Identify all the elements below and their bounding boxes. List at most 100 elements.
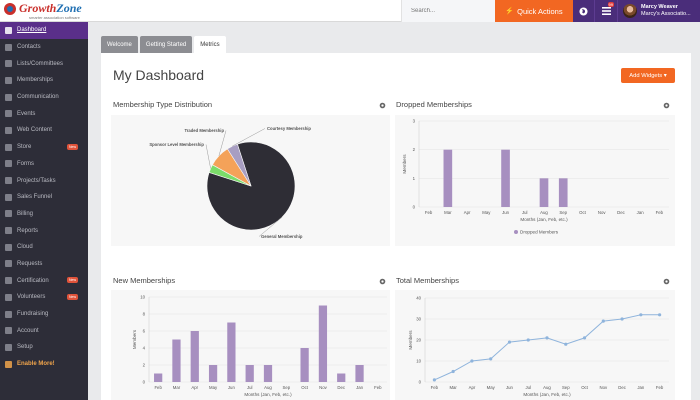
sidebar-item-billing[interactable]: Billing (0, 206, 88, 223)
dashboard-panel: My Dashboard Add Widgets ▾ Membership Ty… (101, 53, 691, 400)
globe-button[interactable] (573, 0, 595, 22)
tab-metrics[interactable]: Metrics (194, 36, 226, 53)
sidebar-item-forms[interactable]: Forms (0, 156, 88, 173)
sidebar-item-store[interactable]: Store New (0, 139, 88, 156)
sidebar-item-fundraising[interactable]: Fundraising (0, 306, 88, 323)
sidebar-item-lists-committees[interactable]: Lists/Committees (0, 55, 88, 72)
x-tick-label: Feb (656, 210, 664, 215)
y-tick-label: 6 (143, 329, 146, 334)
user-menu[interactable]: Marcy Weaver Marcy's Associatio... (618, 0, 700, 22)
dropped-memberships-chart: 0 1 2 3 Feb Mar Apr May Jun Jul Aug Sep Oct Nov Dec Jan… (402, 119, 669, 235)
sidebar-item-events[interactable]: Events (0, 105, 88, 122)
logo[interactable]: GrowthZone smarter association software (3, 2, 87, 20)
sidebar-item-memberships[interactable]: Memberships (0, 72, 88, 89)
sidebar-item-label: Forms (17, 160, 34, 167)
bar (539, 178, 549, 207)
y-tick-label: 2 (413, 147, 416, 152)
x-tick-label: Jan (637, 385, 645, 390)
sidebar-item-sales-funnel[interactable]: Sales Funnel (0, 189, 88, 206)
sidebar-item-web-content[interactable]: Web Content (0, 122, 88, 139)
sidebar-item-certification[interactable]: Certification New (0, 272, 88, 289)
y-tick-label: 40 (416, 296, 421, 301)
sidebar-item-label: Store (17, 144, 32, 151)
logo-text: GrowthZone (19, 2, 82, 14)
tab-getting-started[interactable]: Getting Started (139, 36, 193, 53)
dropped-chart-area: 0 1 2 3 Feb Mar Apr May Jun Jul Aug Sep Oct Nov Dec Jan… (395, 115, 675, 246)
gear-icon[interactable] (379, 102, 386, 109)
sidebar-item-account[interactable]: Account (0, 322, 88, 339)
envelope-icon (5, 93, 12, 101)
data-point (526, 338, 530, 342)
sidebar-item-label: Cloud (17, 244, 33, 251)
bar (190, 331, 199, 382)
sidebar-item-label: Fundraising (17, 311, 49, 318)
add-widgets-button[interactable]: Add Widgets ▾ (621, 68, 675, 83)
bar (501, 149, 510, 207)
sidebar-item-label: Sales Funnel (17, 194, 53, 201)
pie-label-leader (232, 128, 266, 147)
y-tick-label: 0 (419, 380, 422, 385)
legend-label: Dropped Members (520, 230, 559, 235)
bar (245, 365, 254, 382)
x-tick-label: Nov (598, 210, 606, 215)
x-tick-label: Jul (522, 210, 528, 215)
x-tick-label: Apr (464, 210, 471, 215)
widget-title-new: New Memberships (113, 276, 176, 285)
pie-slice-label: Traded Membership (184, 128, 224, 133)
sidebar-item-volunteers[interactable]: Volunteers New (0, 289, 88, 306)
tab-welcome[interactable]: Welcome (101, 36, 138, 53)
sidebar-item-communication[interactable]: Communication (0, 89, 88, 106)
gear-icon[interactable] (663, 278, 670, 285)
bolt-icon: ⚡ (505, 8, 515, 15)
series-line (434, 314, 660, 381)
x-axis-label: Months (Jan, Feb, etc.) (520, 217, 568, 222)
x-tick-label: Oct (301, 385, 308, 390)
top-bar: GrowthZone smarter association software … (0, 0, 700, 22)
new-chart-area: 0 2 4 6 8 10 Feb Mar Apr May Jun Jul Aug Sep Oct Nov Dec… (111, 290, 390, 400)
sidebar-item-label: Contacts (17, 44, 41, 51)
user-text: Marcy Weaver Marcy's Associatio... (641, 4, 691, 18)
sidebar-item-label: Enable More! (17, 361, 55, 368)
quick-actions-button[interactable]: ⚡ Quick Actions (495, 0, 573, 22)
total-memberships-chart: 0 10 20 30 40 Feb Mar Apr May Jun Jul Aug Sep Oct Nov D… (408, 296, 669, 397)
y-tick-label: 20 (416, 338, 421, 343)
x-tick-label: Feb (431, 385, 439, 390)
sidebar-item-cloud[interactable]: Cloud (0, 239, 88, 256)
new-badge: New (67, 143, 79, 150)
x-tick-label: Aug (264, 385, 272, 390)
sidebar-item-reports[interactable]: Reports (0, 222, 88, 239)
notifications-button[interactable]: 99 (595, 0, 618, 22)
y-tick-label: 1 (413, 176, 416, 181)
sidebar-item-label: Web Content (17, 127, 52, 134)
cloud-icon (5, 243, 12, 251)
sidebar-item-requests[interactable]: Requests (0, 256, 88, 273)
sidebar-item-label: Requests (17, 260, 43, 267)
data-point (489, 357, 493, 361)
user-org: Marcy's Associatio... (641, 11, 691, 17)
sidebar-item-enable-more[interactable]: Enable More! (0, 356, 88, 373)
new-badge: New (67, 277, 79, 284)
x-axis-label: Months (Jan, Feb, etc.) (244, 392, 292, 397)
sidebar-item-contacts[interactable]: Contacts (0, 39, 88, 56)
gear-icon[interactable] (663, 102, 670, 109)
sidebar-item-dashboard[interactable]: Dashboard (0, 22, 88, 39)
new-memberships-chart: 0 2 4 6 8 10 Feb Mar Apr May Jun Jul Aug Sep Oct Nov Dec… (132, 295, 387, 397)
x-tick-label: Aug (543, 385, 551, 390)
x-tick-label: Mar (444, 210, 452, 215)
x-tick-label: May (487, 385, 496, 390)
sidebar-item-setup[interactable]: Setup (0, 339, 88, 356)
sidebar-item-projects-tasks[interactable]: Projects/Tasks (0, 172, 88, 189)
pie-label-leader (205, 144, 211, 169)
x-tick-label: Sep (282, 385, 290, 390)
search-box[interactable] (401, 0, 495, 22)
gear-icon[interactable] (379, 278, 386, 285)
x-tick-label: Dec (617, 210, 625, 215)
dashboard-icon (5, 26, 12, 34)
search-input[interactable] (411, 8, 489, 14)
volunteers-icon (5, 293, 12, 301)
x-tick-label: Nov (319, 385, 327, 390)
y-axis-label: Members (402, 154, 407, 174)
x-tick-label: Jun (502, 210, 510, 215)
x-tick-label: Jan (356, 385, 364, 390)
fundraising-icon (5, 310, 12, 318)
